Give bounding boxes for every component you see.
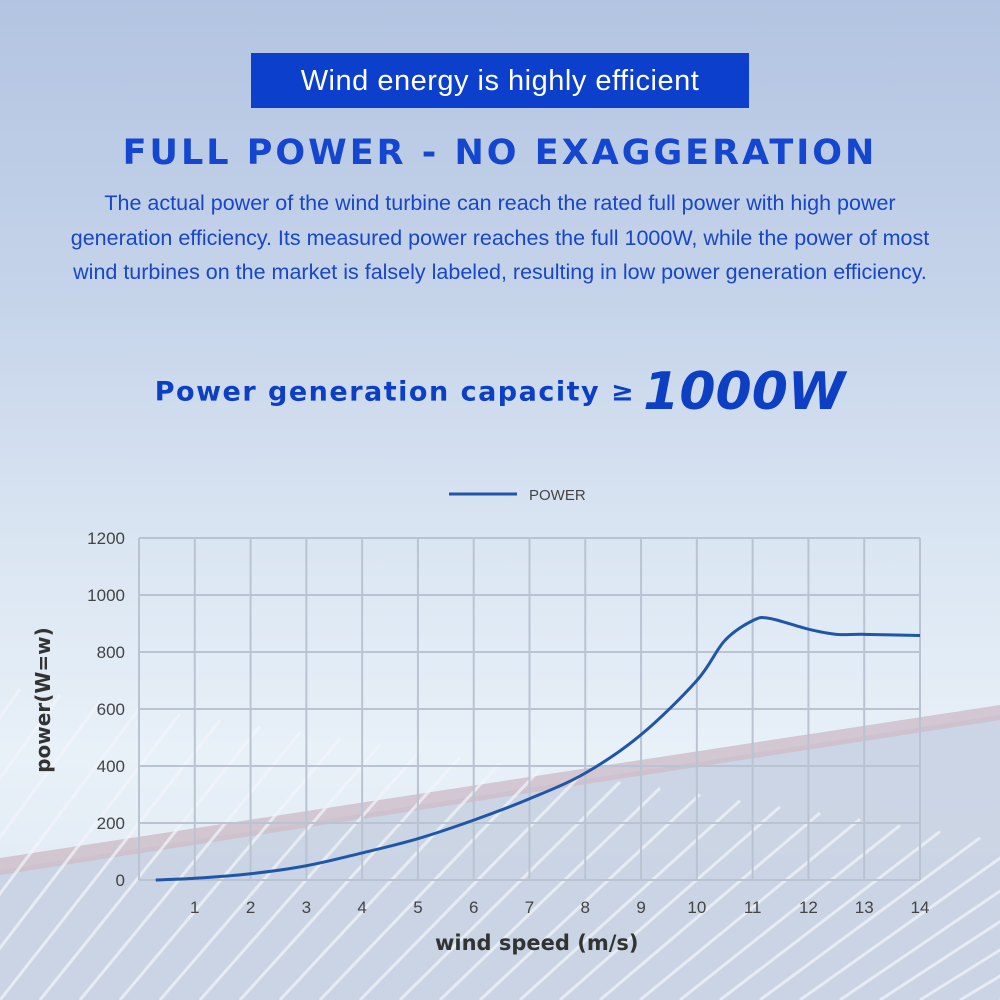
x-tick-label: 5 (413, 898, 422, 917)
x-tick-label: 7 (525, 898, 534, 917)
y-tick-label: 200 (97, 814, 125, 833)
y-tick-label: 0 (116, 871, 125, 890)
description: The actual power of the wind turbine can… (70, 191, 930, 284)
legend-label: POWER (529, 487, 586, 504)
x-tick-label: 2 (246, 898, 255, 917)
x-tick-label: 8 (581, 898, 590, 917)
y-tick-label: 600 (97, 700, 125, 719)
x-tick-label: 1 (190, 898, 199, 917)
capacity-value: 1000W (643, 362, 846, 422)
banner: Wind energy is highly efficient (251, 53, 749, 108)
y-axis-label: power(W=w) (31, 627, 55, 773)
y-tick-label: 1000 (87, 586, 125, 605)
x-tick-label: 10 (687, 898, 706, 917)
x-tick-label: 11 (744, 898, 762, 917)
capacity-label: Power generation capacity ≥ (154, 376, 636, 408)
y-tick-label: 400 (97, 757, 125, 776)
x-tick-label: 13 (855, 898, 874, 917)
headline: FULL POWER - NO EXAGGERATION (122, 133, 878, 173)
x-tick-label: 14 (911, 898, 930, 917)
x-tick-label: 3 (302, 898, 311, 917)
x-tick-label: 4 (357, 898, 366, 917)
x-tick-label: 6 (469, 898, 478, 917)
power-series-line (155, 615, 921, 882)
x-tick-label: 12 (799, 898, 818, 917)
x-tick-label: 9 (636, 898, 645, 917)
legend: POWER (449, 487, 586, 504)
capacity-line: Power generation capacity ≥1000W (0, 362, 1000, 422)
y-tick-label: 800 (97, 643, 125, 662)
x-axis-label: wind speed (m/s) (435, 931, 639, 955)
y-tick-label: 1200 (87, 529, 125, 548)
